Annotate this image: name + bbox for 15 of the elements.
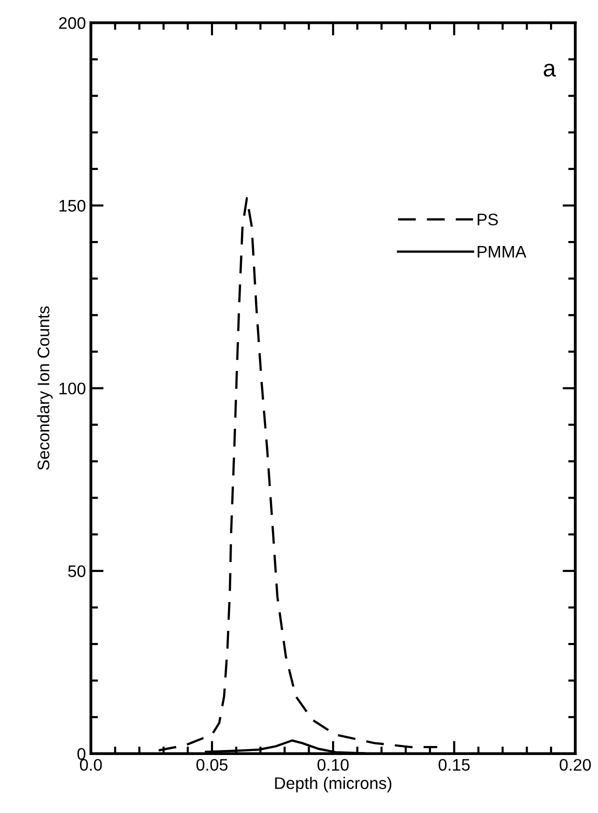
x-tick-label: 0.0 <box>80 758 102 771</box>
y-tick-label: 100 <box>60 382 86 394</box>
y-tick-label: 200 <box>59 17 86 29</box>
legend-label: PMMA <box>478 246 526 258</box>
annotation: a <box>544 64 556 77</box>
x-axis-title: Depth (microns) <box>275 776 392 792</box>
x-tick-label: 0.15 <box>438 758 470 771</box>
y-tick-label: 150 <box>60 200 86 212</box>
y-tick-label: 50 <box>68 565 86 578</box>
y-tick-label: 0 <box>77 748 86 760</box>
x-tick-label: 0.05 <box>196 758 228 771</box>
legend-label: PS <box>478 214 498 226</box>
x-tick-label: 0.10 <box>318 758 349 771</box>
y-axis-title: Secondary Ion Counts <box>37 306 53 470</box>
x-tick-label: 0.20 <box>560 758 591 771</box>
